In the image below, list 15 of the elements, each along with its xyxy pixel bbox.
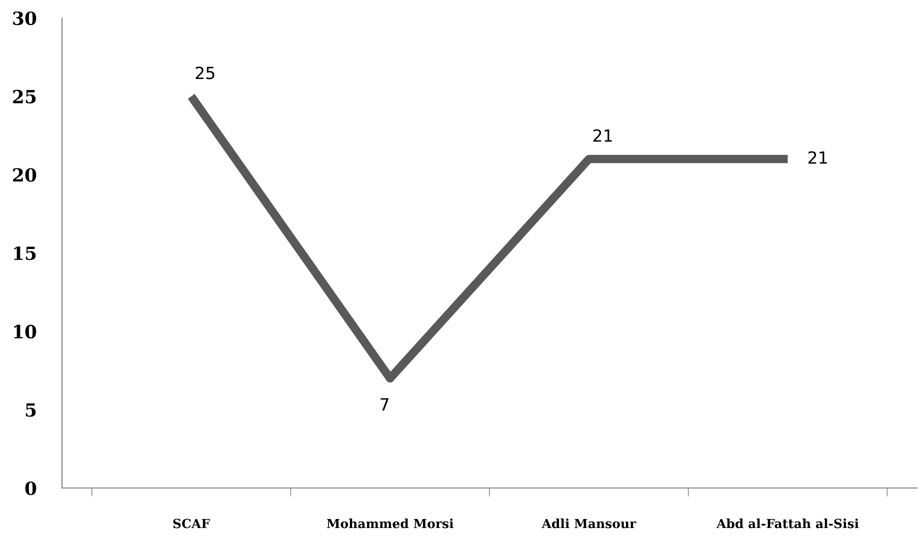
y-tick-label: 10: [14, 324, 36, 338]
x-tick-label: Adli Mansour: [542, 518, 636, 528]
x-tick-label: Mohammed Morsi: [326, 518, 454, 528]
data-label: 25: [196, 66, 214, 80]
y-tick-label: 20: [13, 168, 36, 182]
data-label: 21: [808, 151, 827, 164]
y-tick-label: 25: [13, 90, 36, 104]
x-tick-label: Abd al-Fattah al-Sisi: [716, 518, 859, 528]
y-tick-label: 0: [25, 481, 36, 496]
data-label: 7: [380, 398, 388, 410]
y-tick-label: 5: [26, 403, 36, 417]
data-label: 21: [593, 129, 612, 142]
x-tick-label: SCAF: [173, 518, 210, 528]
y-tick-label: 30: [13, 11, 36, 26]
y-tick-label: 15: [14, 246, 36, 260]
